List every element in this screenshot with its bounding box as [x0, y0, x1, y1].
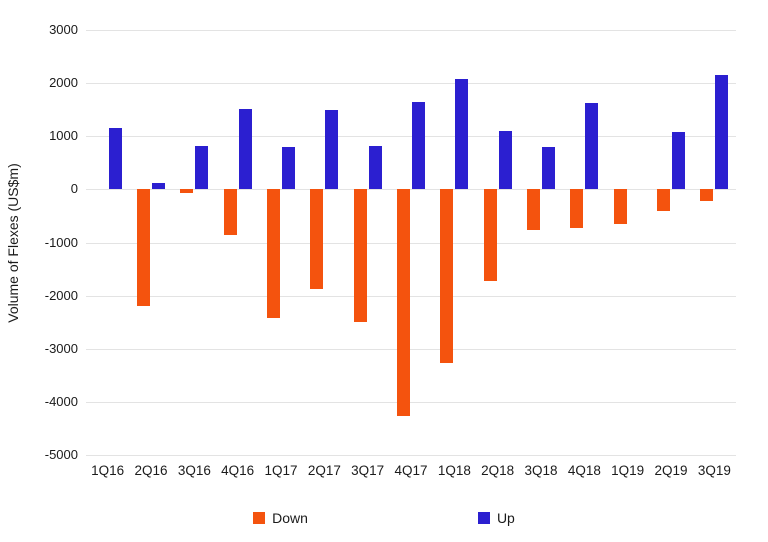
bar-down [223, 189, 237, 235]
gridline [86, 136, 736, 138]
bar-up [412, 102, 425, 190]
bar-up [585, 103, 599, 190]
bar-down [137, 189, 150, 307]
plot-area: 1Q16 2Q16 3Q16 4Q16 1Q17 2Q17 3Q17 4Q17 1Q18 2Q18… [86, 30, 736, 478]
y-axis-title: Volume of Flexes (US$m) [2, 30, 24, 455]
legend-item-down: Down [253, 510, 308, 526]
bar-up [542, 146, 555, 190]
y-axis-tick-labels: 3000 2000 1000 0 -1000 -2000 -3000 -4000 -5000 [22, 0, 78, 542]
bar-down [527, 189, 540, 231]
y-tick-label: -4000 [44, 393, 78, 409]
legend-item-up: Up [477, 510, 515, 526]
y-tick-label: -2000 [44, 287, 78, 303]
gridline [86, 401, 736, 403]
bar-up [672, 131, 685, 190]
legend-label: Up [496, 510, 515, 526]
y-tick-label: -3000 [44, 340, 78, 356]
bar-down [267, 189, 280, 318]
gridline [86, 455, 736, 456]
legend-swatch-icon [253, 512, 266, 524]
y-axis-title-text: Volume of Flexes (US$m) [5, 162, 21, 323]
bar-up [152, 182, 165, 190]
x-tick-label: 1Q18 [437, 463, 471, 478]
bar-down [397, 189, 410, 417]
y-tick-label: 1000 [49, 128, 78, 144]
x-tick-label: 3Q16 [177, 463, 211, 478]
x-tick-label: 2Q18 [481, 463, 515, 478]
gridline [86, 83, 736, 85]
y-tick-label: 2000 [49, 75, 78, 91]
legend-label: Down [272, 510, 308, 526]
x-tick-label: 3Q18 [524, 463, 558, 478]
x-tick-label: 2Q17 [307, 463, 341, 478]
y-tick-label: 3000 [49, 22, 78, 37]
x-tick-label: 2Q16 [134, 463, 168, 478]
legend: Down Up [0, 510, 768, 526]
x-tick-label: 4Q17 [394, 463, 428, 478]
bar-up [325, 109, 339, 190]
gridline [86, 30, 736, 31]
legend-swatch-icon [477, 512, 490, 524]
bar-up [195, 145, 209, 190]
x-tick-label: 3Q19 [697, 463, 731, 478]
bar-up [282, 147, 295, 190]
x-tick-label: 4Q18 [567, 463, 601, 478]
bar-down [353, 189, 367, 323]
bar-down [570, 189, 584, 228]
bar-up [455, 79, 469, 190]
x-tick-label: 1Q16 [91, 463, 125, 478]
gridline [86, 189, 736, 191]
x-tick-label: 1Q17 [264, 463, 298, 478]
x-tick-label: 2Q19 [654, 463, 688, 478]
bar-down [180, 189, 194, 193]
y-tick-label: 0 [70, 181, 78, 197]
bar-down [310, 189, 324, 289]
bar-down [440, 189, 454, 364]
gridline [86, 242, 736, 244]
bar-up [498, 130, 512, 190]
y-tick-label: -1000 [44, 234, 78, 250]
bar-down [657, 189, 670, 211]
bar-down [613, 189, 627, 224]
bar-up [368, 145, 382, 190]
bar-down [700, 189, 714, 201]
gridline [86, 348, 736, 350]
gridline [86, 295, 736, 297]
x-tick-label: 4Q16 [221, 463, 255, 478]
bar-up [108, 128, 122, 190]
x-tick-label: 1Q19 [611, 463, 645, 478]
bar-up [715, 74, 729, 190]
y-tick-label: -5000 [44, 447, 78, 462]
bar-up [238, 108, 252, 190]
bar-down [483, 189, 497, 282]
x-tick-label: 3Q17 [351, 463, 385, 478]
